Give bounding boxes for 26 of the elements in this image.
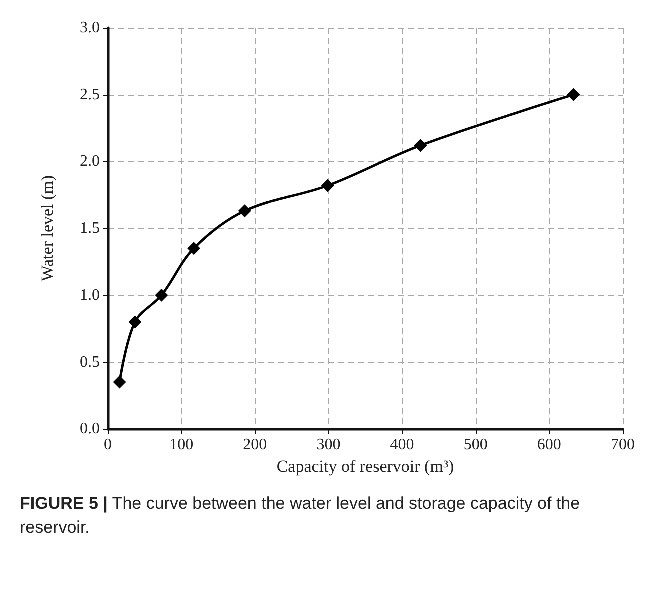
x-axis-title: Capacity of reservoir (m³): [276, 457, 454, 476]
y-tick-label: 0.5: [80, 354, 100, 371]
x-tick-label: 0: [104, 436, 112, 454]
y-tick-label: 1.5: [80, 220, 100, 238]
point: [155, 288, 168, 302]
point: [414, 139, 428, 152]
point: [238, 204, 252, 218]
x-tick-label: 500: [464, 436, 488, 454]
text: FIGURE 5 | The curve between the water level and storage capacity of the reservoir.: [20, 494, 580, 537]
y-tick-label: 2.5: [80, 86, 100, 104]
point: [567, 88, 580, 102]
y-tick-label: 2.0: [80, 153, 100, 170]
x-tick-label: 200: [243, 436, 268, 454]
x-tick-label: 100: [170, 436, 194, 454]
x-tick-label: 600: [537, 436, 562, 454]
point: [128, 316, 142, 329]
point: [113, 376, 126, 389]
point: [188, 242, 201, 256]
x-tick-label: 400: [390, 436, 414, 454]
x-tick-label: 300: [316, 436, 341, 454]
y-tick-label: 3.0: [80, 20, 100, 36]
y-tick-label: 0.0: [80, 420, 100, 438]
point: [321, 179, 334, 192]
x-tick-label: 700: [611, 436, 635, 454]
y-axis-title: Water level (m): [38, 175, 57, 282]
y-tick-label: 1.0: [80, 286, 100, 304]
